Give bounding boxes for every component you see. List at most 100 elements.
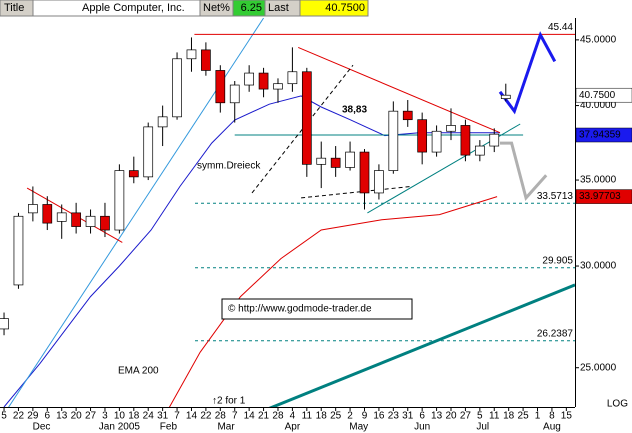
candle-body (28, 204, 38, 214)
x-tick-label: 24 (143, 411, 155, 422)
x-tick-label: 22 (13, 411, 25, 422)
header-net-value: 6.25 (241, 2, 262, 14)
header-last-value: 40.7500 (325, 2, 365, 14)
x-tick-label: 7 (232, 411, 238, 422)
x-tick-label: 27 (85, 411, 97, 422)
price-marker (575, 127, 632, 143)
month-label: Dec (33, 422, 51, 433)
candle-body (143, 126, 154, 178)
header-cell (299, 0, 369, 17)
x-tick-label: 11 (302, 411, 313, 422)
candle-body (316, 157, 327, 165)
header-name: Apple Computer, Inc. (82, 2, 185, 14)
x-tick-label: 13 (56, 411, 68, 422)
x-tick-label: 10 (114, 411, 126, 422)
annotation: EMA 200 (118, 366, 159, 377)
line (298, 46, 501, 134)
x-tick-label: 25 (330, 411, 342, 422)
x-tick-label: 5 (477, 411, 483, 422)
candle-body (100, 215, 110, 231)
header-title: Title (4, 2, 24, 14)
candle-body (244, 72, 254, 86)
candle-body (474, 145, 485, 156)
x-tick-label: 15 (561, 411, 573, 422)
candle-body (42, 204, 53, 224)
candle-body (330, 157, 341, 168)
candle-body (128, 170, 139, 178)
line (268, 283, 575, 407)
scale-label: LOG (607, 399, 628, 410)
candle-body (0, 318, 9, 330)
x-tick-label: 14 (186, 411, 198, 422)
x-tick-label: 4 (290, 411, 296, 422)
x-tick-label: 29 (27, 411, 39, 422)
x-tick-label: 27 (460, 411, 472, 422)
candle-body (388, 110, 399, 171)
x-tick-label: 6 (419, 411, 425, 422)
candle-body (85, 215, 96, 227)
line (3, 95, 500, 407)
candle-body (489, 133, 500, 147)
x-tick-label: 22 (200, 411, 212, 422)
candle-body (258, 72, 269, 90)
candle-body (374, 170, 384, 194)
line (498, 31, 557, 115)
x-tick-label: 28 (272, 411, 284, 422)
y-tick-label: 35.0000 (580, 175, 617, 186)
candle-body (56, 212, 67, 222)
candle-body (201, 49, 211, 71)
candle-body (431, 130, 442, 153)
x-tick-label: 13 (431, 411, 443, 422)
x-tick-label: 3 (102, 411, 108, 422)
x-tick-label: 9 (362, 411, 368, 422)
x-tick-label: 21 (258, 411, 270, 422)
x-tick-label: 6 (45, 411, 51, 422)
candle-body (273, 83, 283, 90)
level-label: 29.905 (542, 255, 573, 266)
x-tick-label: 31 (157, 411, 169, 422)
x-tick-label: 28 (215, 411, 227, 422)
level-label: 45.44 (548, 22, 573, 33)
candle-body (500, 94, 511, 99)
x-tick-label: 2 (347, 411, 353, 422)
x-tick-label: 14 (244, 411, 256, 422)
candle-body (446, 125, 456, 132)
x-tick-label: 31 (402, 411, 414, 422)
candle-body (287, 71, 298, 85)
month-label: Mar (217, 422, 235, 433)
x-tick-label: 18 (128, 411, 140, 422)
line (301, 186, 411, 199)
line (168, 196, 498, 407)
candle-body (215, 70, 226, 104)
header-last-label: Last (268, 2, 289, 14)
month-label: Jan 2005 (99, 422, 141, 433)
x-tick-label: 20 (71, 411, 83, 422)
y-tick-label: 45.0000 (580, 35, 617, 46)
month-label: Feb (160, 422, 178, 433)
copyright: © http://www.godmode-trader.de (228, 304, 372, 315)
y-tick-label: 40.0000 (580, 100, 617, 111)
month-label: May (349, 422, 368, 433)
candle-body (460, 125, 471, 156)
x-tick-label: 18 (316, 411, 328, 422)
annotation: ↑2 for 1 (212, 396, 246, 407)
candle-body (402, 110, 413, 121)
price-marker (575, 87, 632, 103)
price-marker-label: 40.7500 (579, 90, 616, 101)
candle-body (71, 212, 81, 227)
candle-body (301, 71, 312, 165)
level-label: 33.5713 (537, 191, 574, 202)
candle-body (345, 151, 355, 168)
header-net-label: Net% (203, 2, 230, 14)
month-label: Jul (476, 422, 489, 433)
candle-body (229, 84, 240, 104)
month-label: Jun (414, 422, 430, 433)
x-tick-label: 5 (1, 411, 7, 422)
month-label: Aug (543, 422, 561, 433)
annotation: symm.Dreieck (197, 161, 261, 172)
candle-body (417, 119, 428, 153)
candle-body (114, 170, 125, 231)
x-tick-label: 7 (174, 411, 180, 422)
level-label: 26.2387 (537, 328, 574, 339)
